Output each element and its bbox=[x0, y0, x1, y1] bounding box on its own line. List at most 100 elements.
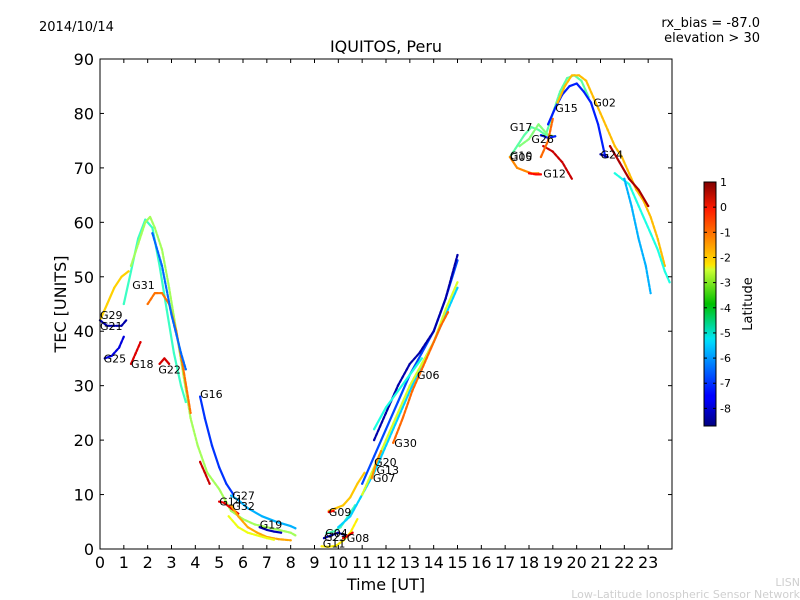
data-point bbox=[189, 411, 192, 414]
sat-label-g13: G13 bbox=[377, 464, 400, 477]
data-point bbox=[585, 79, 588, 82]
data-point bbox=[179, 351, 183, 355]
footer-lisn: LISN bbox=[775, 576, 800, 589]
data-point bbox=[628, 183, 631, 186]
data-point bbox=[430, 346, 433, 349]
data-point bbox=[628, 172, 631, 175]
x-tick-label: 14 bbox=[423, 553, 443, 572]
data-point bbox=[361, 493, 364, 496]
series-g09 bbox=[327, 471, 366, 512]
data-point bbox=[342, 539, 345, 542]
data-point bbox=[184, 400, 187, 404]
x-tick-label: 12 bbox=[376, 553, 396, 572]
data-point bbox=[554, 106, 557, 110]
colorbar-ticks: 1 0 -1 -2 -3 -4 -5 -6 -7 -8 bbox=[704, 176, 731, 415]
sat-label-g31: G31 bbox=[132, 279, 155, 292]
x-tick-label: 18 bbox=[519, 553, 539, 572]
colorbar-tick-label: -1 bbox=[720, 226, 731, 239]
data-point bbox=[342, 537, 345, 540]
data-point bbox=[384, 406, 388, 409]
data-point bbox=[570, 177, 574, 180]
data-point bbox=[647, 204, 650, 208]
data-point bbox=[261, 515, 264, 518]
y-axis-label: TEC [UNITS] bbox=[51, 256, 70, 354]
data-point bbox=[120, 324, 123, 327]
sat-label-g20: G20 bbox=[374, 456, 397, 469]
data-point bbox=[289, 539, 292, 542]
data-point bbox=[137, 243, 140, 246]
series-g15 bbox=[546, 82, 607, 159]
footer-network: Low-Latitude Ionospheric Sensor Network bbox=[571, 588, 800, 600]
data-point bbox=[179, 384, 183, 387]
data-point bbox=[208, 482, 211, 485]
data-point bbox=[456, 253, 459, 257]
data-point bbox=[637, 188, 640, 191]
data-point bbox=[230, 504, 233, 507]
data-point bbox=[103, 357, 106, 360]
data-point bbox=[516, 145, 519, 148]
data-point bbox=[408, 384, 411, 387]
data-point bbox=[396, 400, 399, 404]
series-g24 bbox=[599, 153, 609, 159]
y-tick-label: 70 bbox=[74, 159, 94, 178]
date-label: 2014/10/14 bbox=[39, 20, 114, 35]
data-point bbox=[568, 85, 571, 88]
data-point bbox=[144, 221, 147, 224]
colorbar-tick-label: -3 bbox=[720, 277, 731, 290]
data-point bbox=[396, 411, 399, 414]
data-point bbox=[535, 173, 538, 176]
data-point bbox=[418, 351, 421, 355]
data-layer bbox=[98, 74, 671, 548]
data-point bbox=[294, 527, 297, 530]
data-point bbox=[225, 482, 228, 485]
data-point bbox=[222, 501, 225, 504]
series-g31b bbox=[129, 215, 297, 537]
data-point bbox=[370, 477, 373, 480]
data-point bbox=[618, 161, 621, 164]
data-point bbox=[334, 507, 338, 510]
x-tick-label: 10 bbox=[328, 553, 348, 572]
data-point bbox=[551, 117, 554, 120]
data-point bbox=[349, 496, 352, 499]
data-point bbox=[656, 237, 659, 240]
data-point bbox=[129, 362, 133, 365]
data-point bbox=[237, 526, 240, 529]
data-point bbox=[227, 515, 230, 518]
data-point bbox=[199, 460, 202, 463]
sat-label-g05: G05 bbox=[510, 151, 533, 164]
data-point bbox=[253, 523, 256, 526]
sat-label-g08: G08 bbox=[347, 532, 370, 545]
sat-label-g10: G10 bbox=[510, 149, 533, 162]
data-point bbox=[230, 494, 233, 497]
sat-label-g23: G23 bbox=[324, 531, 347, 544]
data-point bbox=[558, 90, 562, 93]
ticks-layer: 0 1 2 3 4 5 6 7 8 9 10 11 12 13 14 15 16 17 18 19 20 21 22 2301… bbox=[74, 50, 672, 572]
x-tick-label: 6 bbox=[238, 553, 248, 572]
x-tick-label: 11 bbox=[352, 553, 372, 572]
data-point bbox=[523, 134, 526, 137]
data-point bbox=[456, 281, 459, 284]
data-point bbox=[663, 264, 666, 267]
x-tick-label: 0 bbox=[95, 553, 105, 572]
data-point bbox=[649, 232, 652, 235]
data-point bbox=[265, 526, 268, 529]
data-point bbox=[110, 354, 113, 357]
x-tick-label: 19 bbox=[543, 553, 563, 572]
data-point bbox=[554, 135, 557, 138]
data-point bbox=[246, 526, 249, 529]
data-point bbox=[613, 145, 616, 148]
data-point bbox=[620, 177, 624, 180]
data-point bbox=[196, 444, 199, 447]
series-g19b bbox=[258, 526, 283, 534]
x-tick-label: 13 bbox=[400, 553, 420, 572]
y-tick-label: 20 bbox=[74, 431, 94, 450]
sat-label-g24: G24 bbox=[601, 148, 624, 161]
x-tick-label: 17 bbox=[495, 553, 515, 572]
y-tick-label: 60 bbox=[74, 213, 94, 232]
colorbar-label: Latitude bbox=[741, 277, 756, 331]
data-point bbox=[623, 177, 626, 180]
data-point bbox=[420, 351, 423, 355]
data-point bbox=[160, 264, 164, 267]
x-tick-label: 9 bbox=[309, 553, 319, 572]
